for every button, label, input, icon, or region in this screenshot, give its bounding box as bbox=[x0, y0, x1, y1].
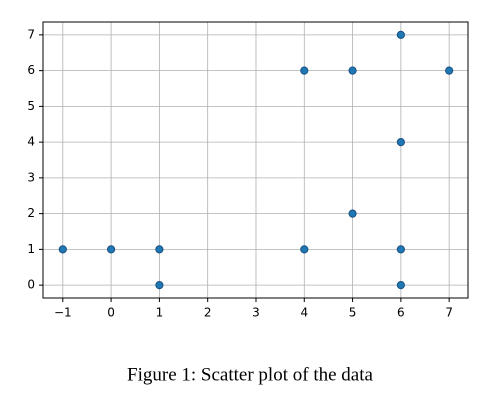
point bbox=[155, 245, 164, 254]
x-tick-label: 2 bbox=[204, 306, 212, 320]
x-tick-label: 0 bbox=[107, 306, 115, 320]
point bbox=[348, 209, 357, 218]
plot-frame bbox=[42, 21, 469, 299]
point bbox=[106, 245, 116, 254]
point bbox=[396, 281, 405, 290]
figure-caption: Figure 1: Scatter plot of the data bbox=[127, 364, 373, 385]
point bbox=[155, 281, 164, 290]
point bbox=[396, 138, 405, 147]
x-tick-label: 7 bbox=[445, 306, 453, 320]
point bbox=[300, 245, 309, 254]
point bbox=[445, 66, 454, 75]
point bbox=[300, 66, 309, 75]
x-tick-label: 3 bbox=[252, 306, 260, 320]
x-tick-label: 1 bbox=[156, 306, 164, 320]
y-tick-label: 3 bbox=[27, 170, 35, 184]
x-tick-label: 5 bbox=[349, 306, 357, 320]
y-tick-label: 6 bbox=[27, 63, 35, 77]
point bbox=[58, 245, 67, 254]
point bbox=[396, 245, 405, 254]
y-tick-label: 1 bbox=[27, 242, 35, 256]
y-tick-label: 5 bbox=[27, 99, 35, 113]
point bbox=[396, 30, 405, 39]
y-tick-label: 2 bbox=[27, 206, 35, 220]
x-tick-label: 4 bbox=[300, 306, 308, 320]
x-tick-label: 6 bbox=[397, 306, 405, 320]
y-tick-label: 4 bbox=[27, 135, 35, 149]
point bbox=[348, 66, 357, 75]
y-tick-label: 7 bbox=[27, 27, 35, 41]
y-tick-label: 0 bbox=[27, 278, 35, 292]
x-tick-label: −1 bbox=[54, 306, 72, 320]
